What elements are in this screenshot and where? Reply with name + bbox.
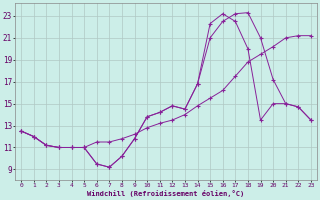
X-axis label: Windchill (Refroidissement éolien,°C): Windchill (Refroidissement éolien,°C) <box>87 190 244 197</box>
